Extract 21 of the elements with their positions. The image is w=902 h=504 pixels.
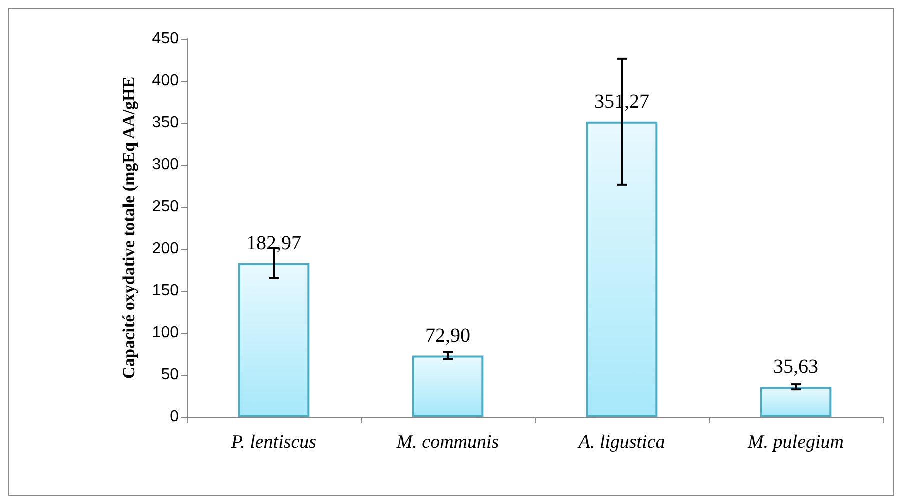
x-tick-label: M. pulegium	[746, 432, 844, 453]
bar	[238, 263, 310, 417]
x-tick-label: M. communis	[396, 432, 500, 453]
y-tick-label: 350	[152, 114, 180, 132]
x-tick-label: P. lentiscus	[230, 432, 317, 453]
y-tick-label: 200	[152, 240, 180, 258]
y-tick-label: 50	[161, 366, 180, 384]
y-tick-label: 150	[152, 282, 180, 300]
bar	[586, 122, 658, 417]
x-tick-label: A. ligustica	[576, 432, 666, 453]
y-tick-label: 400	[152, 72, 180, 90]
data-label: 72,90	[426, 324, 470, 347]
y-tick-label: 300	[152, 156, 180, 174]
y-tick-label: 450	[152, 30, 180, 48]
bar	[760, 387, 832, 417]
y-axis-title: Capacité oxydative totale (mgEq AA/gHE	[120, 76, 138, 380]
data-label: 35,63	[774, 356, 818, 378]
y-tick-label: 100	[152, 324, 180, 342]
y-tick-label: 250	[152, 198, 180, 216]
bar	[412, 356, 484, 417]
y-tick-label: 0	[170, 408, 180, 426]
